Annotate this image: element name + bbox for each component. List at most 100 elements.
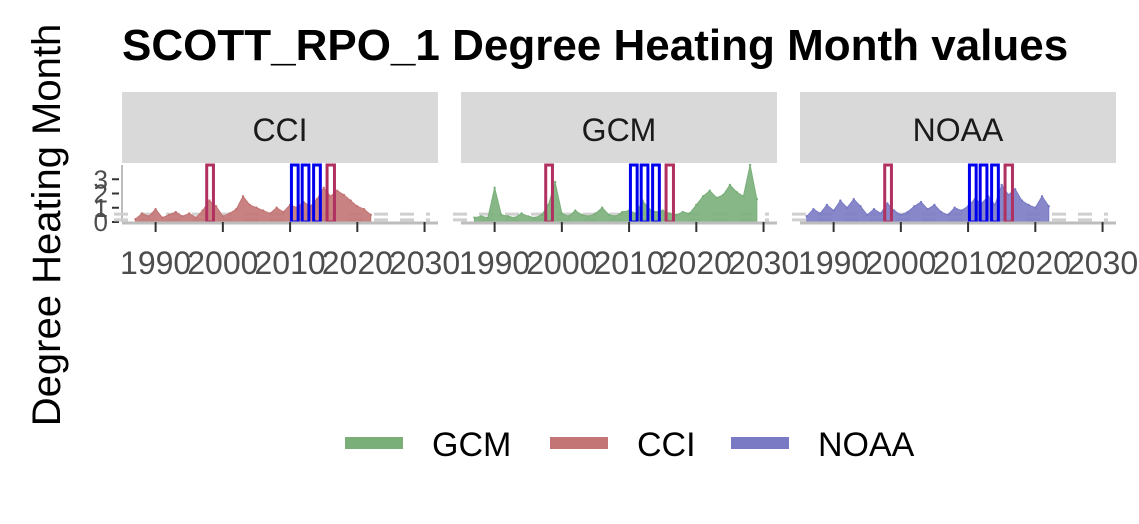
data-point [722,193,725,197]
x-tick-label: 2000 [187,245,258,281]
data-point [594,212,597,215]
data-point [356,205,359,208]
data-point [1013,188,1017,191]
data-point [208,199,211,202]
data-point [845,206,849,209]
data-point [349,199,352,202]
data-point [913,205,916,208]
data-point [335,189,339,192]
data-point [872,207,876,211]
data-point [329,195,332,198]
data-point [715,196,718,199]
legend-label-noaa: NOAA [818,426,915,464]
legend-swatch-noaa [731,437,789,449]
data-point [560,212,564,215]
data-point [493,186,496,189]
data-point [134,217,137,221]
data-point [879,212,882,215]
legend: GCM CCI NOAA [345,426,915,464]
facet-strip [800,92,1116,163]
x-tick-label: 2000 [865,245,936,281]
data-point [993,203,997,207]
data-point [154,207,157,211]
data-point [174,210,177,214]
data-point [248,203,251,207]
x-tick-label: 2010 [932,245,1003,281]
data-point [1020,199,1024,202]
x-tick-label: 1990 [459,245,530,281]
data-point [1027,203,1030,207]
data-point [140,212,144,215]
data-point [1000,183,1003,187]
data-point [506,215,510,218]
chart-title: SCOTT_RPO_1 Degree Heating Month values [122,21,1068,70]
data-point [852,198,855,201]
data-point [527,215,530,218]
data-point [486,216,490,219]
panels-layer: CCI012319902000201020202030GCM1990200020… [94,92,1138,281]
data-point [708,189,711,192]
facet-strip [122,92,438,163]
data-point [580,213,584,217]
data-point [892,209,896,212]
data-point [342,193,346,197]
x-tick-label: 2030 [389,245,460,281]
data-point [919,200,923,204]
data-point [479,215,483,218]
data-point [818,212,822,215]
data-point [742,195,745,198]
data-point [960,209,963,212]
legend-swatch-gcm [345,437,403,449]
data-point [728,183,732,187]
data-point [661,209,664,212]
x-tick-label: 2010 [593,245,664,281]
x-tick-label: 1990 [120,245,191,281]
data-point [832,209,835,212]
data-point [614,215,617,218]
x-tick-label: 2020 [322,245,393,281]
data-point [214,205,218,208]
data-point [674,213,678,217]
data-point [621,210,624,214]
data-point [228,212,231,215]
data-point [748,163,752,167]
y-tick-label: 0 [94,207,108,237]
y-tick-label: 3 [94,164,108,194]
x-tick-label: 2020 [1000,245,1071,281]
data-point [369,213,372,217]
data-point [268,212,272,215]
y-tick-label: 1 [94,193,108,223]
facet-strip-label: GCM [582,112,657,148]
data-point [574,209,577,212]
y-axis-label: Degree Heating Month [25,24,69,426]
data-point [547,203,550,207]
data-point [322,186,325,189]
data-point [161,216,164,219]
data-point [825,203,829,207]
data-point [839,199,842,202]
facet-strip-label: CCI [252,112,307,148]
data-point [668,212,671,215]
facet-strip-label: NOAA [913,112,1004,148]
data-point [221,215,225,218]
data-point [654,210,658,214]
data-point [1040,195,1044,198]
data-point [701,195,705,198]
data-point [261,209,265,212]
data-point [275,206,278,209]
data-point [147,215,151,218]
x-tick-label: 2020 [661,245,732,281]
data-point [540,213,543,217]
data-point [600,206,604,209]
x-tick-label: 2030 [728,245,799,281]
data-point [1034,206,1037,209]
data-point [906,210,909,214]
data-point [755,198,759,201]
data-point [533,216,537,219]
data-point [167,213,171,217]
data-point [513,216,516,219]
data-point [812,207,815,211]
